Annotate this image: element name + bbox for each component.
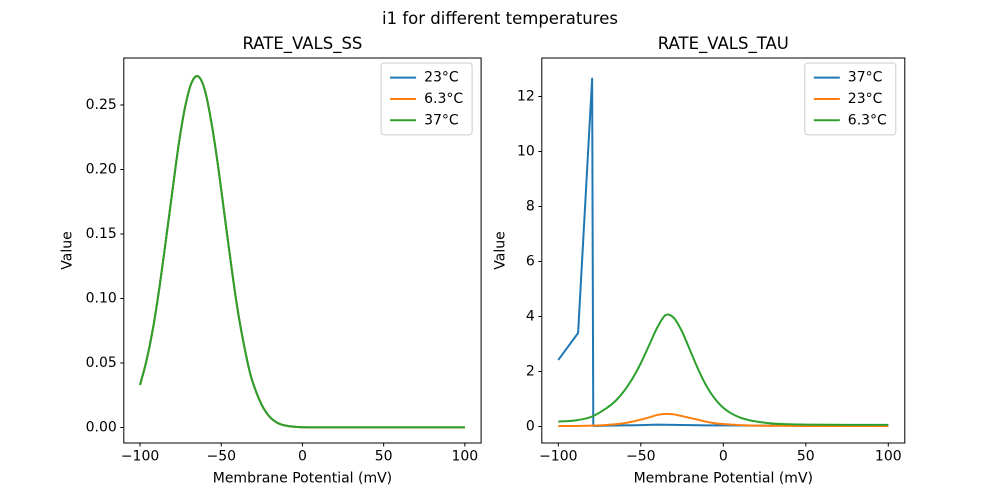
y-tick-label: 0.10 [86,290,117,306]
legend: 23°C 6.3°C 37°C [380,62,473,136]
y-axis-label: Value [493,231,509,269]
y-tick-label: 0.05 [86,355,117,371]
plot-area [557,77,889,428]
subplot-title: RATE_VALS_SS [242,34,362,54]
x-tick-label: 0 [298,449,307,465]
x-tick-label: 0 [719,449,728,465]
figure-title: i1 for different temperatures [382,9,618,28]
x-tick-label: −50 [626,449,656,465]
y-tick-label: 2 [526,364,535,380]
subplot-rate_vals_ss: −100 −50 0 50 100 0.00 0.05 0.10 0.15 0.20 0.25 RAT… [59,34,482,487]
legend-label: 23°C [848,91,883,107]
subplot-title: RATE_VALS_TAU [658,34,789,54]
x-tick-label: −100 [539,449,577,465]
subplot-rate_vals_tau: −100 −50 0 50 100 0 2 4 6 8 10 12 RATE_VALS_TAU Membr… [493,34,906,487]
legend-box [804,62,897,136]
y-tick-label: 4 [526,309,535,325]
x-axis-label: Membrane Potential (mV) [213,471,392,487]
y-tick-label: 0.15 [86,226,117,242]
legend-label: 6.3°C [848,112,887,128]
legend-box [380,62,473,136]
plot-area [139,75,465,429]
legend-label: 37°C [424,112,459,128]
series-line-6.3cc [558,313,889,426]
legend-label: 37°C [848,70,883,86]
y-tick-label: 8 [526,199,535,215]
y-tick-label: 0.00 [86,420,117,436]
x-tick-label: 100 [875,449,902,465]
y-tick-label: 0 [526,419,535,435]
x-tick-label: 50 [797,449,815,465]
legend-label: 23°C [424,70,459,86]
series-line-23cc [558,412,889,428]
x-tick-label: 100 [451,449,478,465]
x-tick-label: 50 [375,449,393,465]
y-tick-label: 10 [517,144,535,160]
y-tick-label: 0.25 [86,97,117,113]
y-tick-label: 12 [517,89,535,105]
y-tick-label: 0.20 [86,161,117,177]
x-tick-label: −100 [121,449,159,465]
y-axis-label: Value [59,231,75,269]
y-tick-label: 6 [526,254,535,270]
x-tick-label: −50 [206,449,236,465]
x-axis-label: Membrane Potential (mV) [634,471,813,487]
legend-label: 6.3°C [424,91,463,107]
legend: 37°C 23°C 6.3°C [804,62,897,136]
series-line-37cc [139,75,465,429]
